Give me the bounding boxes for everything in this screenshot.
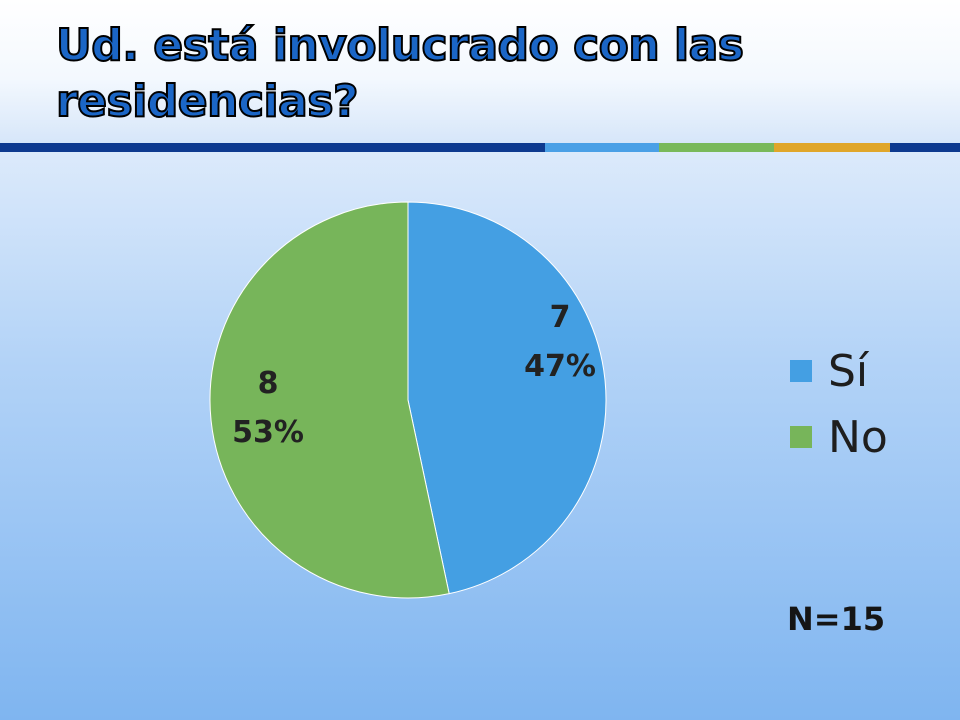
pie-slice-si <box>407 201 607 595</box>
title-rule-accent-gold <box>774 143 890 152</box>
title-rule-end <box>890 143 960 152</box>
slice-percent-label-si: 47% <box>524 349 596 384</box>
legend-swatch-si <box>790 360 812 382</box>
slice-percent-label-no: 53% <box>232 415 304 450</box>
title-band <box>0 0 960 144</box>
pie-data-labels: 7 47% 8 53% <box>232 300 596 450</box>
title-rule-accent-green <box>659 143 774 152</box>
sample-size-label: N=15 <box>787 600 886 638</box>
title-rule-accent-blue <box>545 143 659 152</box>
legend-swatch-no <box>790 426 812 448</box>
legend-label-no: No <box>828 411 888 463</box>
title-rule-main <box>0 143 545 152</box>
legend-label-si: Sí <box>828 345 869 397</box>
legend-item-si: Sí <box>790 338 888 404</box>
slice-value-label-no: 8 <box>258 366 279 401</box>
pie-slices <box>209 201 607 599</box>
slice-value-label-si: 7 <box>550 300 571 335</box>
slide-title: Ud. está involucrado con las residencias… <box>55 19 745 128</box>
legend-item-no: No <box>790 404 888 470</box>
chart-legend: Sí No <box>790 338 888 470</box>
pie-slice-no <box>209 201 450 599</box>
